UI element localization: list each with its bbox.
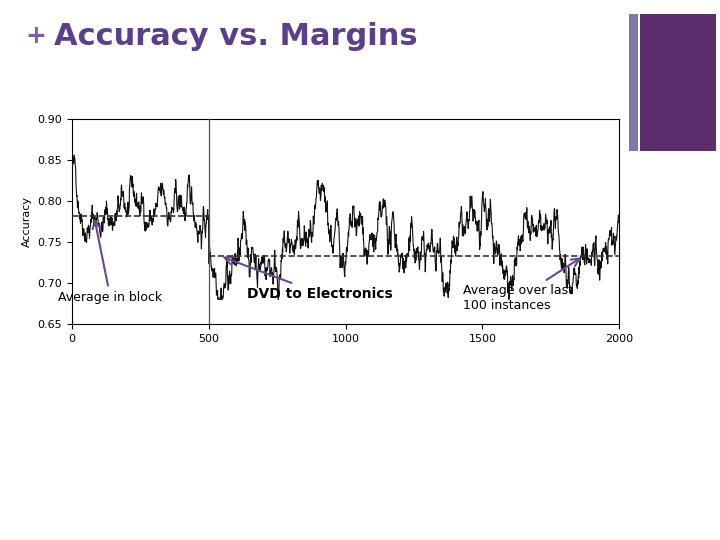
- Y-axis label: Accuracy: Accuracy: [22, 196, 32, 247]
- Text: +: +: [25, 24, 46, 48]
- Text: Accuracy vs. Margins: Accuracy vs. Margins: [54, 22, 418, 51]
- Text: Average over last
100 instances: Average over last 100 instances: [463, 259, 580, 312]
- Text: DVD to Electronics: DVD to Electronics: [225, 257, 393, 301]
- Text: Average in block: Average in block: [58, 221, 163, 304]
